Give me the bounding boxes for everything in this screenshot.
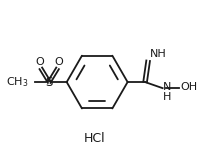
Text: O: O [36, 57, 44, 66]
Text: S: S [46, 76, 53, 89]
Text: HCl: HCl [83, 132, 105, 145]
Text: O: O [54, 57, 63, 66]
Text: H: H [163, 92, 172, 102]
Text: N: N [163, 82, 172, 92]
Text: CH$_3$: CH$_3$ [6, 75, 29, 89]
Text: NH: NH [150, 49, 166, 59]
Text: OH: OH [180, 82, 197, 92]
